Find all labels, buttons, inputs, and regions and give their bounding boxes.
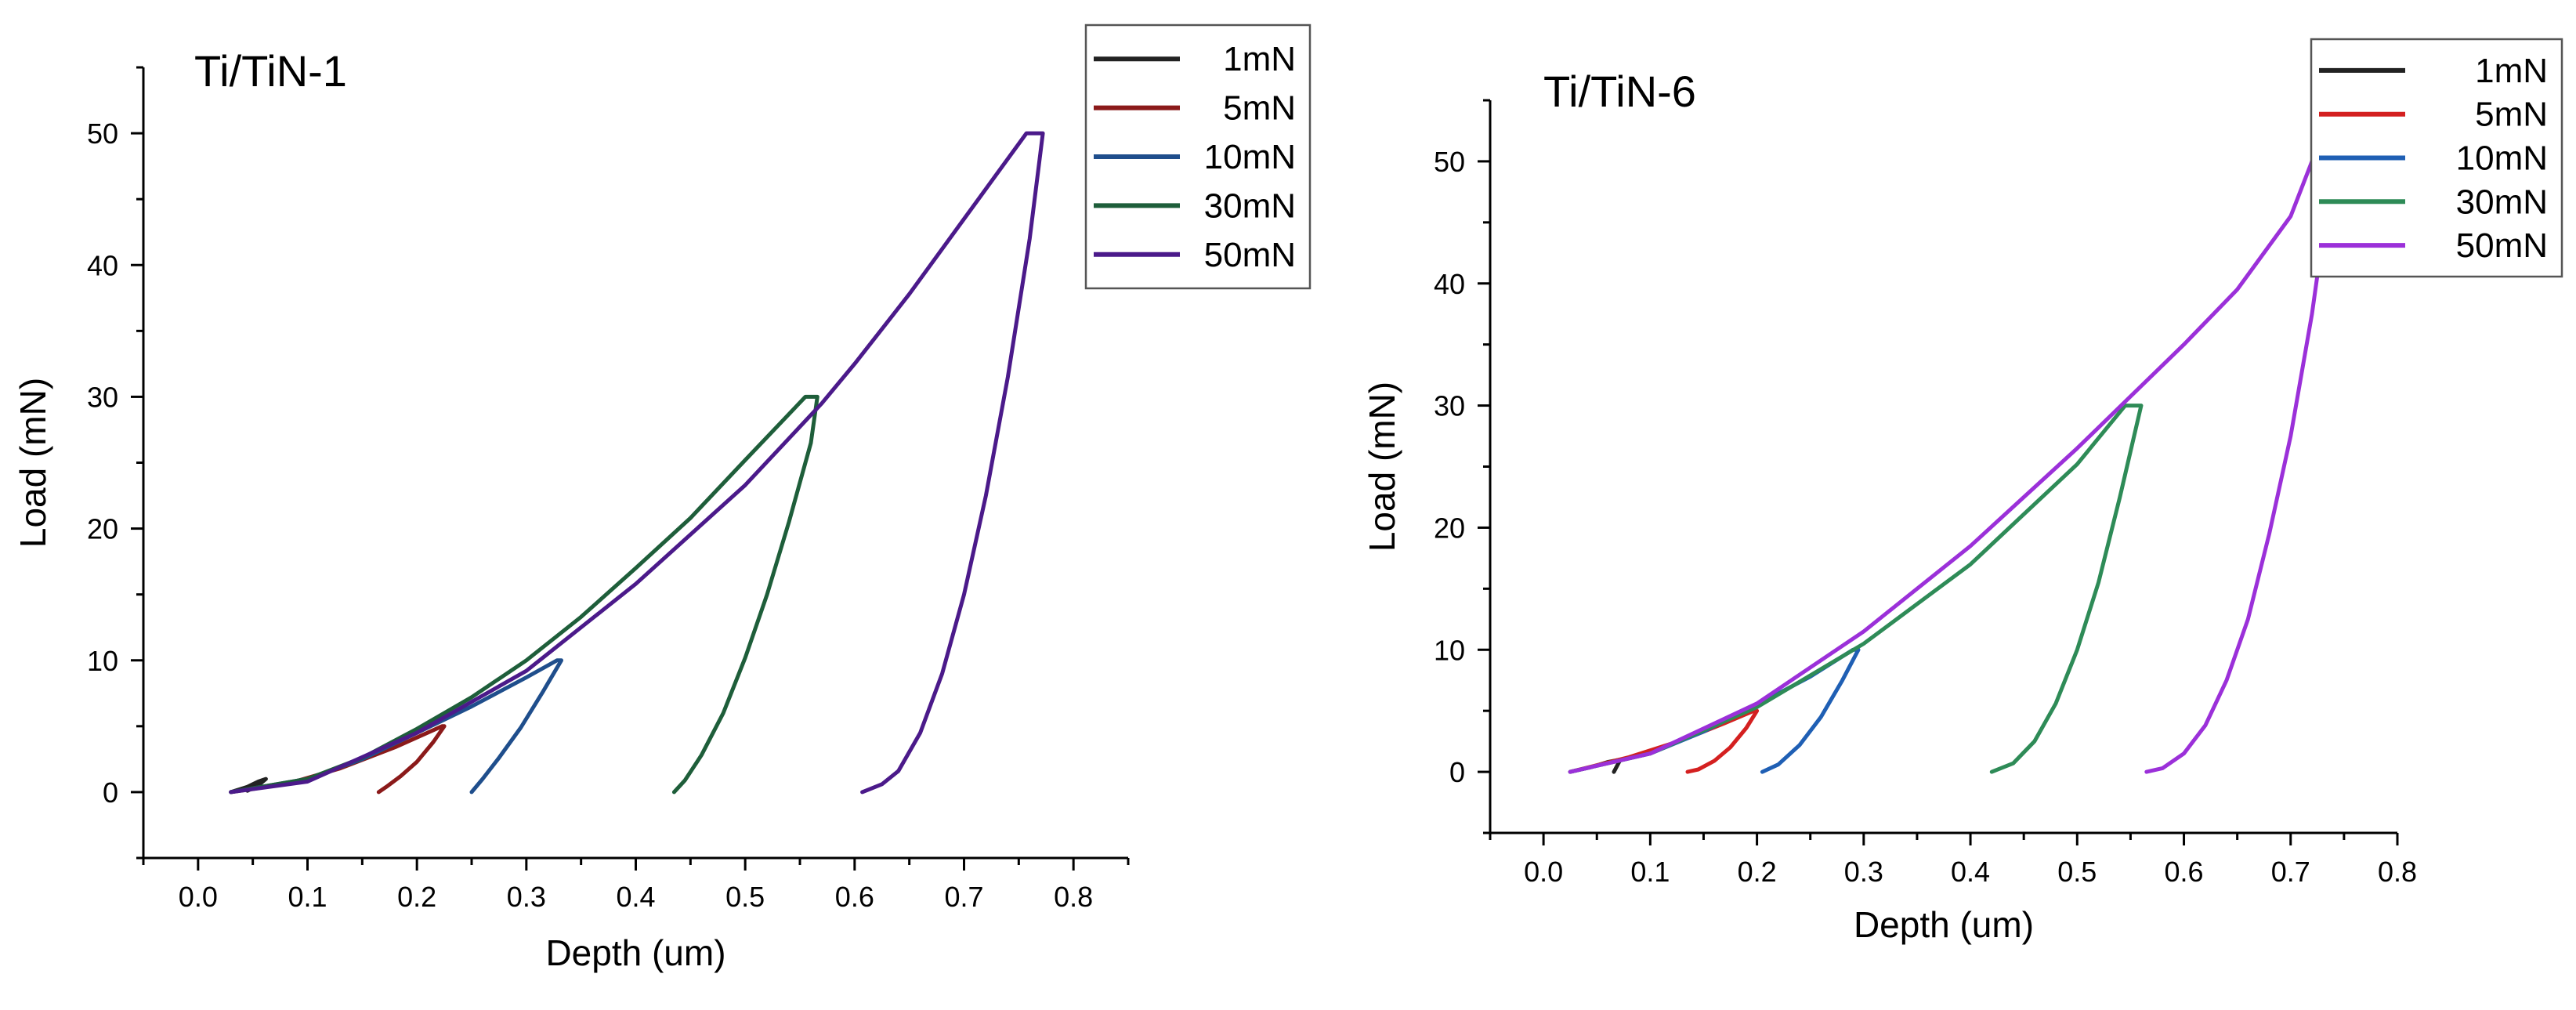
x-tick-label: 0.1: [288, 881, 327, 913]
x-tick-label: 0.2: [397, 881, 436, 913]
y-tick-label: 10: [1434, 634, 1465, 666]
x-tick-label: 0.3: [507, 881, 546, 913]
x-tick-label: 0.1: [1630, 856, 1670, 888]
x-tick-label: 0.0: [1524, 856, 1563, 888]
y-axis-title: Load (mN): [13, 378, 53, 548]
legend-label: 50mN: [2456, 226, 2548, 265]
y-tick-label: 30: [1434, 390, 1465, 422]
x-tick-label: 0.7: [2271, 856, 2310, 888]
series-line-30mN: [1568, 404, 2144, 774]
legend-label: 10mN: [2456, 139, 2548, 178]
series-line-50mN: [1568, 159, 2335, 774]
legend-label: 1mN: [2475, 52, 2548, 90]
y-tick-label: 40: [1434, 268, 1465, 300]
panel-title: Ti/TiN-6: [1543, 67, 1696, 116]
x-axis-title: Depth (um): [545, 932, 725, 973]
legend-label: 10mN: [1204, 138, 1296, 176]
panel-2: 0.0 0.1 0.2 0.3 0.4 0.5 0.6 0.7 0.8 0 10 20 30 40 50 De…: [1362, 38, 2563, 945]
legend-label: 5mN: [2475, 96, 2548, 134]
x-tick-label: 0.5: [2057, 856, 2097, 888]
x-axis-title: Depth (um): [1854, 904, 2034, 945]
x-tick-label: 0.7: [944, 881, 983, 913]
y-tick-label: 40: [87, 249, 118, 281]
y-tick-label: 50: [1434, 146, 1465, 178]
x-tick-label: 0.8: [1054, 881, 1093, 913]
x-tick-label: 0.6: [835, 881, 874, 913]
x-tick-label: 0.0: [179, 881, 218, 913]
y-tick-label: 20: [1434, 512, 1465, 544]
x-tick-label: 0.6: [2165, 856, 2204, 888]
y-tick-label: 0: [103, 777, 118, 809]
y-tick-label: 0: [1449, 756, 1465, 788]
y-tick-label: 20: [87, 513, 118, 545]
series-line-10mN: [1568, 647, 1861, 774]
series-line-50mN: [229, 131, 1045, 795]
y-tick-label: 10: [87, 645, 118, 677]
x-tick-label: 0.3: [1844, 856, 1883, 888]
x-tick-label: 0.2: [1738, 856, 1777, 888]
legend-label: 50mN: [1204, 236, 1296, 274]
y-tick-label: 30: [87, 381, 118, 413]
x-tick-label: 0.4: [616, 881, 655, 913]
legend-label: 30mN: [1204, 186, 1296, 225]
x-tick-label: 0.4: [1951, 856, 1990, 888]
legend: 1mN 5mN 10mN 30mN 50mN: [2310, 38, 2563, 278]
series-line-30mN: [229, 394, 819, 795]
panel-1: 0.0 0.1 0.2 0.3 0.4 0.5 0.6 0.7 0.8 0 10 20 30 40 50 De…: [13, 24, 1312, 973]
legend-label: 1mN: [1223, 40, 1296, 78]
x-tick-label: 0.5: [725, 881, 765, 913]
y-axis-title: Load (mN): [1362, 382, 1402, 552]
y-tick-label: 50: [87, 118, 118, 150]
legend-label: 30mN: [2456, 183, 2548, 221]
legend-label: 5mN: [1223, 89, 1296, 128]
panel-title: Ti/TiN-1: [194, 46, 347, 96]
x-tick-label: 0.8: [2378, 856, 2417, 888]
legend: 1mN 5mN 10mN 30mN 50mN: [1084, 24, 1312, 290]
